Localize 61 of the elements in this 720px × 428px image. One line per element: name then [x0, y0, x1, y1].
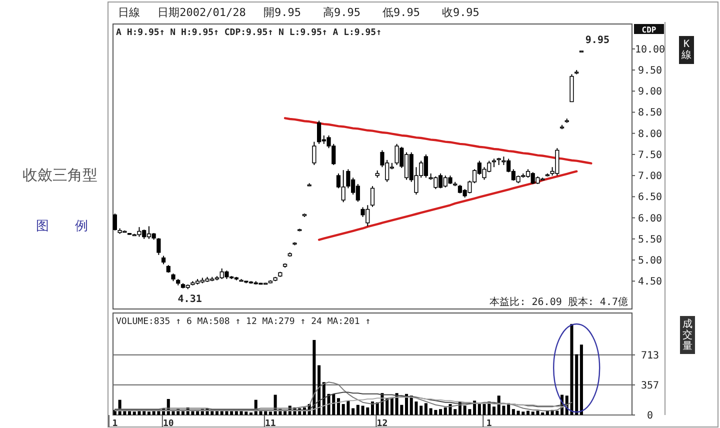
line-series [114, 396, 568, 412]
y-tick-label: 7.50 [638, 150, 662, 161]
bar [473, 400, 476, 415]
bar [492, 406, 496, 415]
bar [575, 354, 578, 415]
bar [370, 402, 374, 415]
line-series [318, 170, 578, 241]
annotation: 9.95 [585, 35, 610, 46]
y-tick-label: 0 [646, 410, 654, 422]
y-tick-label: 10.00 [634, 44, 666, 56]
bar [356, 404, 360, 415]
text: 收斂三角型 [22, 166, 98, 184]
y-tick-label: 7.00 [638, 171, 662, 182]
bar [390, 398, 394, 415]
bar [424, 403, 428, 415]
bar [478, 404, 481, 415]
y-tick-label: 4.50 [638, 276, 662, 288]
text: K線 [680, 39, 692, 61]
bar [318, 365, 321, 415]
candlestick [112, 213, 117, 231]
bar [386, 398, 389, 415]
text: VOLUME:835 ↑ 6 MA:508 ↑ 12 MA:279 ↑ 24 MA:201 ↑ [116, 317, 371, 327]
x-tick-label: 10 [162, 419, 174, 428]
line-series [114, 392, 568, 410]
bar [420, 406, 423, 415]
x-tick-label: 1 [486, 419, 492, 428]
candlestick [312, 141, 316, 166]
y-tick-label: 5.50 [638, 234, 662, 246]
bar [439, 409, 442, 415]
bar [526, 410, 530, 415]
candlestick [156, 238, 161, 256]
bar [512, 409, 515, 415]
y-tick-label: 5.00 [638, 256, 662, 267]
candlestick [370, 186, 375, 208]
bar [541, 412, 544, 415]
bar [352, 408, 355, 415]
bar [507, 403, 510, 415]
bar [336, 398, 340, 415]
text: CDP [642, 26, 656, 34]
text: 图 例 [36, 219, 88, 234]
y-tick-label: 8.00 [638, 128, 662, 140]
y-tick-label: 9.50 [638, 66, 662, 77]
x-tick-label: 1 [112, 419, 118, 428]
bar [250, 412, 253, 415]
y-tick-label: 6.00 [638, 213, 662, 224]
y-tick-label: 357 [640, 380, 660, 392]
chart-title: 日線 日期2002/01/28 開9.95 高9.95 低9.95 收9.95 [118, 6, 480, 19]
bar [268, 412, 272, 415]
bar [580, 344, 583, 415]
annotation: 本益比: 26.09 股本: 4.7億 [490, 296, 628, 308]
y-tick-label: 9.00 [638, 86, 662, 98]
y-tick-label: 8.50 [638, 108, 662, 119]
x-tick-label: 11 [265, 419, 276, 428]
y-tick-label: 6.50 [638, 192, 662, 204]
text: A H:9.95↑ N H:9.95↑ CDP:9.95↑ N L:9.95↑ A L:9.95↑ [116, 28, 382, 38]
y-tick-label: 713 [640, 350, 660, 362]
bar [147, 412, 150, 415]
annotation: 4.31 [178, 294, 202, 306]
x-tick-label: 12 [376, 419, 388, 428]
line-series [114, 382, 572, 412]
line-series [284, 117, 592, 164]
